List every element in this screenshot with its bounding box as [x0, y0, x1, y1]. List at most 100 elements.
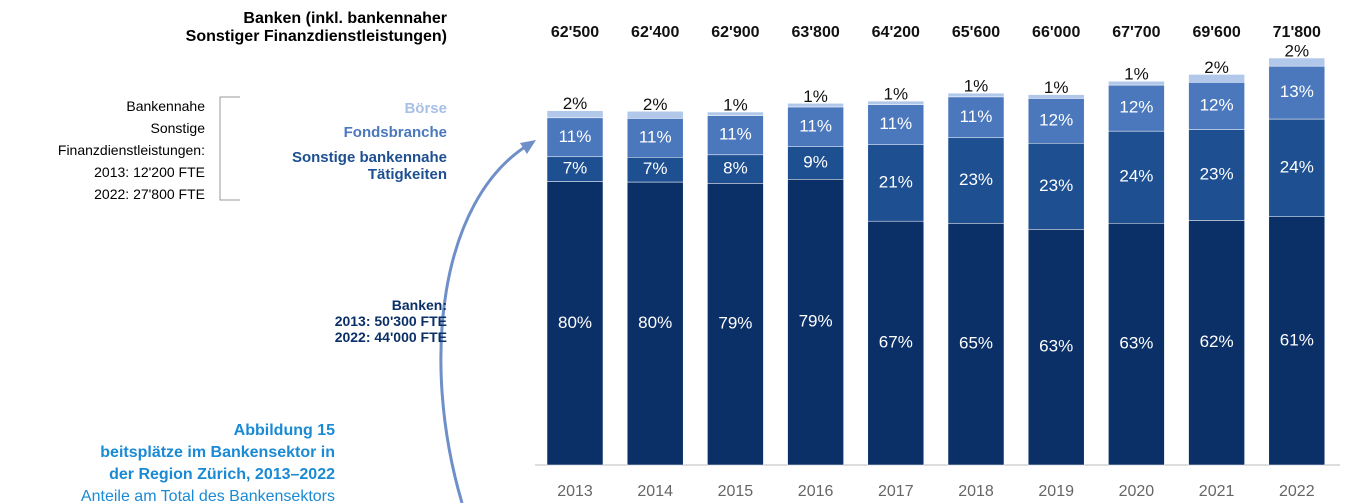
- total-label: 71'800: [1273, 24, 1321, 41]
- annotation: Bankennahe Sonstige Finanzdienstleistungen…: [58, 95, 205, 205]
- bar-segment: [1268, 216, 1326, 466]
- data-label: 1%: [884, 85, 909, 104]
- x-tick-label: 2015: [718, 483, 754, 500]
- x-tick-label: 2019: [1038, 483, 1074, 500]
- bar-segment: [707, 111, 764, 116]
- bar-segment: [867, 144, 925, 222]
- data-label: 24%: [1119, 167, 1153, 186]
- x-tick-label: 2013: [557, 483, 593, 500]
- legend: Börse Fondsbranche Sonstige bankennahe Tät…: [217, 100, 447, 190]
- data-label: 63%: [1039, 337, 1073, 356]
- bar-segment: [707, 154, 764, 184]
- legend-label: Börse: [404, 100, 447, 117]
- data-label: 65%: [959, 334, 993, 353]
- data-label: 23%: [959, 170, 993, 189]
- bar-segment: [1108, 222, 1165, 466]
- annotation-line: 2022: 27'800 FTE: [94, 186, 205, 202]
- annotation-line: 2013: 12'200 FTE: [94, 164, 205, 180]
- bar-segment: [1108, 80, 1165, 86]
- total-label: 66'000: [1032, 24, 1080, 41]
- bar-segment: [787, 146, 844, 180]
- total-label: 67'700: [1112, 24, 1160, 41]
- bar-segment: [947, 223, 1005, 466]
- data-label: 23%: [1200, 165, 1234, 184]
- annotation-line: Finanzdienstleistungen:: [57, 142, 205, 158]
- caption: Abbildung 15 beitsplätze im Bankensektor …: [81, 420, 335, 503]
- annotation-line: Bankennahe: [126, 98, 205, 114]
- data-label: 1%: [803, 87, 828, 106]
- data-label: 9%: [803, 153, 828, 172]
- data-label: 12%: [1119, 98, 1153, 117]
- bar-segment: [626, 111, 684, 119]
- arrow-head: [520, 140, 536, 154]
- data-label: 61%: [1280, 330, 1314, 349]
- bar-segment: [1027, 98, 1085, 144]
- bar-segment: [787, 179, 844, 466]
- bar-segment: [947, 96, 1005, 139]
- data-label: 1%: [964, 77, 989, 96]
- data-label: 1%: [1124, 65, 1149, 84]
- data-label: 11%: [559, 127, 592, 146]
- bar-segment: [1268, 57, 1326, 67]
- bar-segment: [546, 110, 604, 119]
- total-label: 62'400: [631, 24, 679, 41]
- bar-segment: [626, 118, 684, 158]
- arrow: [439, 143, 529, 503]
- data-label: 2%: [643, 95, 668, 114]
- annotation-line: 2022: 44'000 FTE: [334, 329, 447, 346]
- bar-segment: [787, 106, 844, 147]
- data-label: 79%: [799, 312, 833, 331]
- caption-line: beitsplätze im Bankensektor in: [100, 444, 335, 461]
- bar-segment: [867, 100, 925, 105]
- bar-segment: [1188, 220, 1245, 466]
- total-label: 62'500: [551, 24, 599, 41]
- bar-segment: [1188, 129, 1245, 221]
- caption-line: der Region Zürich, 2013–2022: [109, 466, 335, 483]
- x-tick-label: 2018: [958, 483, 994, 500]
- annotation-line: 2013: 50'300 FTE: [334, 313, 447, 330]
- total-label: 64'200: [872, 24, 920, 41]
- bar-segment: [1027, 143, 1085, 230]
- bar-segment: [947, 92, 1005, 98]
- data-label: 12%: [1200, 95, 1234, 114]
- legend-label: Sonstige bankennahe Tätigkeiten: [291, 148, 447, 183]
- bar-segment: [626, 157, 684, 183]
- data-label: 1%: [723, 95, 748, 114]
- bar-segment: [787, 103, 844, 108]
- title-line: Banken (inkl. bankennaher: [243, 10, 447, 27]
- caption-line: Abbildung 15: [233, 422, 335, 439]
- data-label: 11%: [639, 127, 672, 146]
- bar-segment: [546, 117, 604, 158]
- data-label: 79%: [718, 314, 752, 333]
- bar-segment: [1188, 74, 1245, 83]
- title-block: Banken (inkl. bankennaher Sonstiger Finan…: [186, 10, 447, 47]
- annotation-line: Sonstige: [150, 120, 205, 136]
- data-label: 63%: [1119, 334, 1153, 353]
- bar-segment: [707, 183, 764, 466]
- data-label: 11%: [879, 114, 912, 133]
- caption-line: Anteile am Total des Bankensektors: [80, 488, 335, 503]
- total-label: 69'600: [1192, 24, 1240, 41]
- data-label: 24%: [1280, 157, 1314, 176]
- bar-segment: [867, 104, 925, 146]
- data-label: 80%: [638, 313, 672, 332]
- title-line: Sonstiger Finanzdienstleistungen): [185, 28, 447, 46]
- data-label: 12%: [1039, 110, 1073, 129]
- total-label: 65'600: [952, 24, 1000, 41]
- data-label: 80%: [558, 313, 592, 332]
- data-label: 2%: [1285, 41, 1310, 60]
- x-tick-label: 2022: [1279, 483, 1315, 500]
- data-label: 11%: [799, 116, 832, 135]
- data-label: 8%: [723, 159, 748, 178]
- bar-segment: [707, 115, 764, 156]
- legend-label: Fondsbranche: [343, 124, 447, 142]
- x-tick-label: 2020: [1119, 483, 1155, 500]
- data-label: 21%: [879, 172, 913, 191]
- x-tick-label: 2016: [798, 483, 834, 500]
- annotation-line: Banken:: [391, 297, 447, 313]
- data-label: 11%: [719, 125, 752, 144]
- data-label: 2%: [563, 94, 588, 113]
- x-tick-label: 2014: [637, 483, 673, 500]
